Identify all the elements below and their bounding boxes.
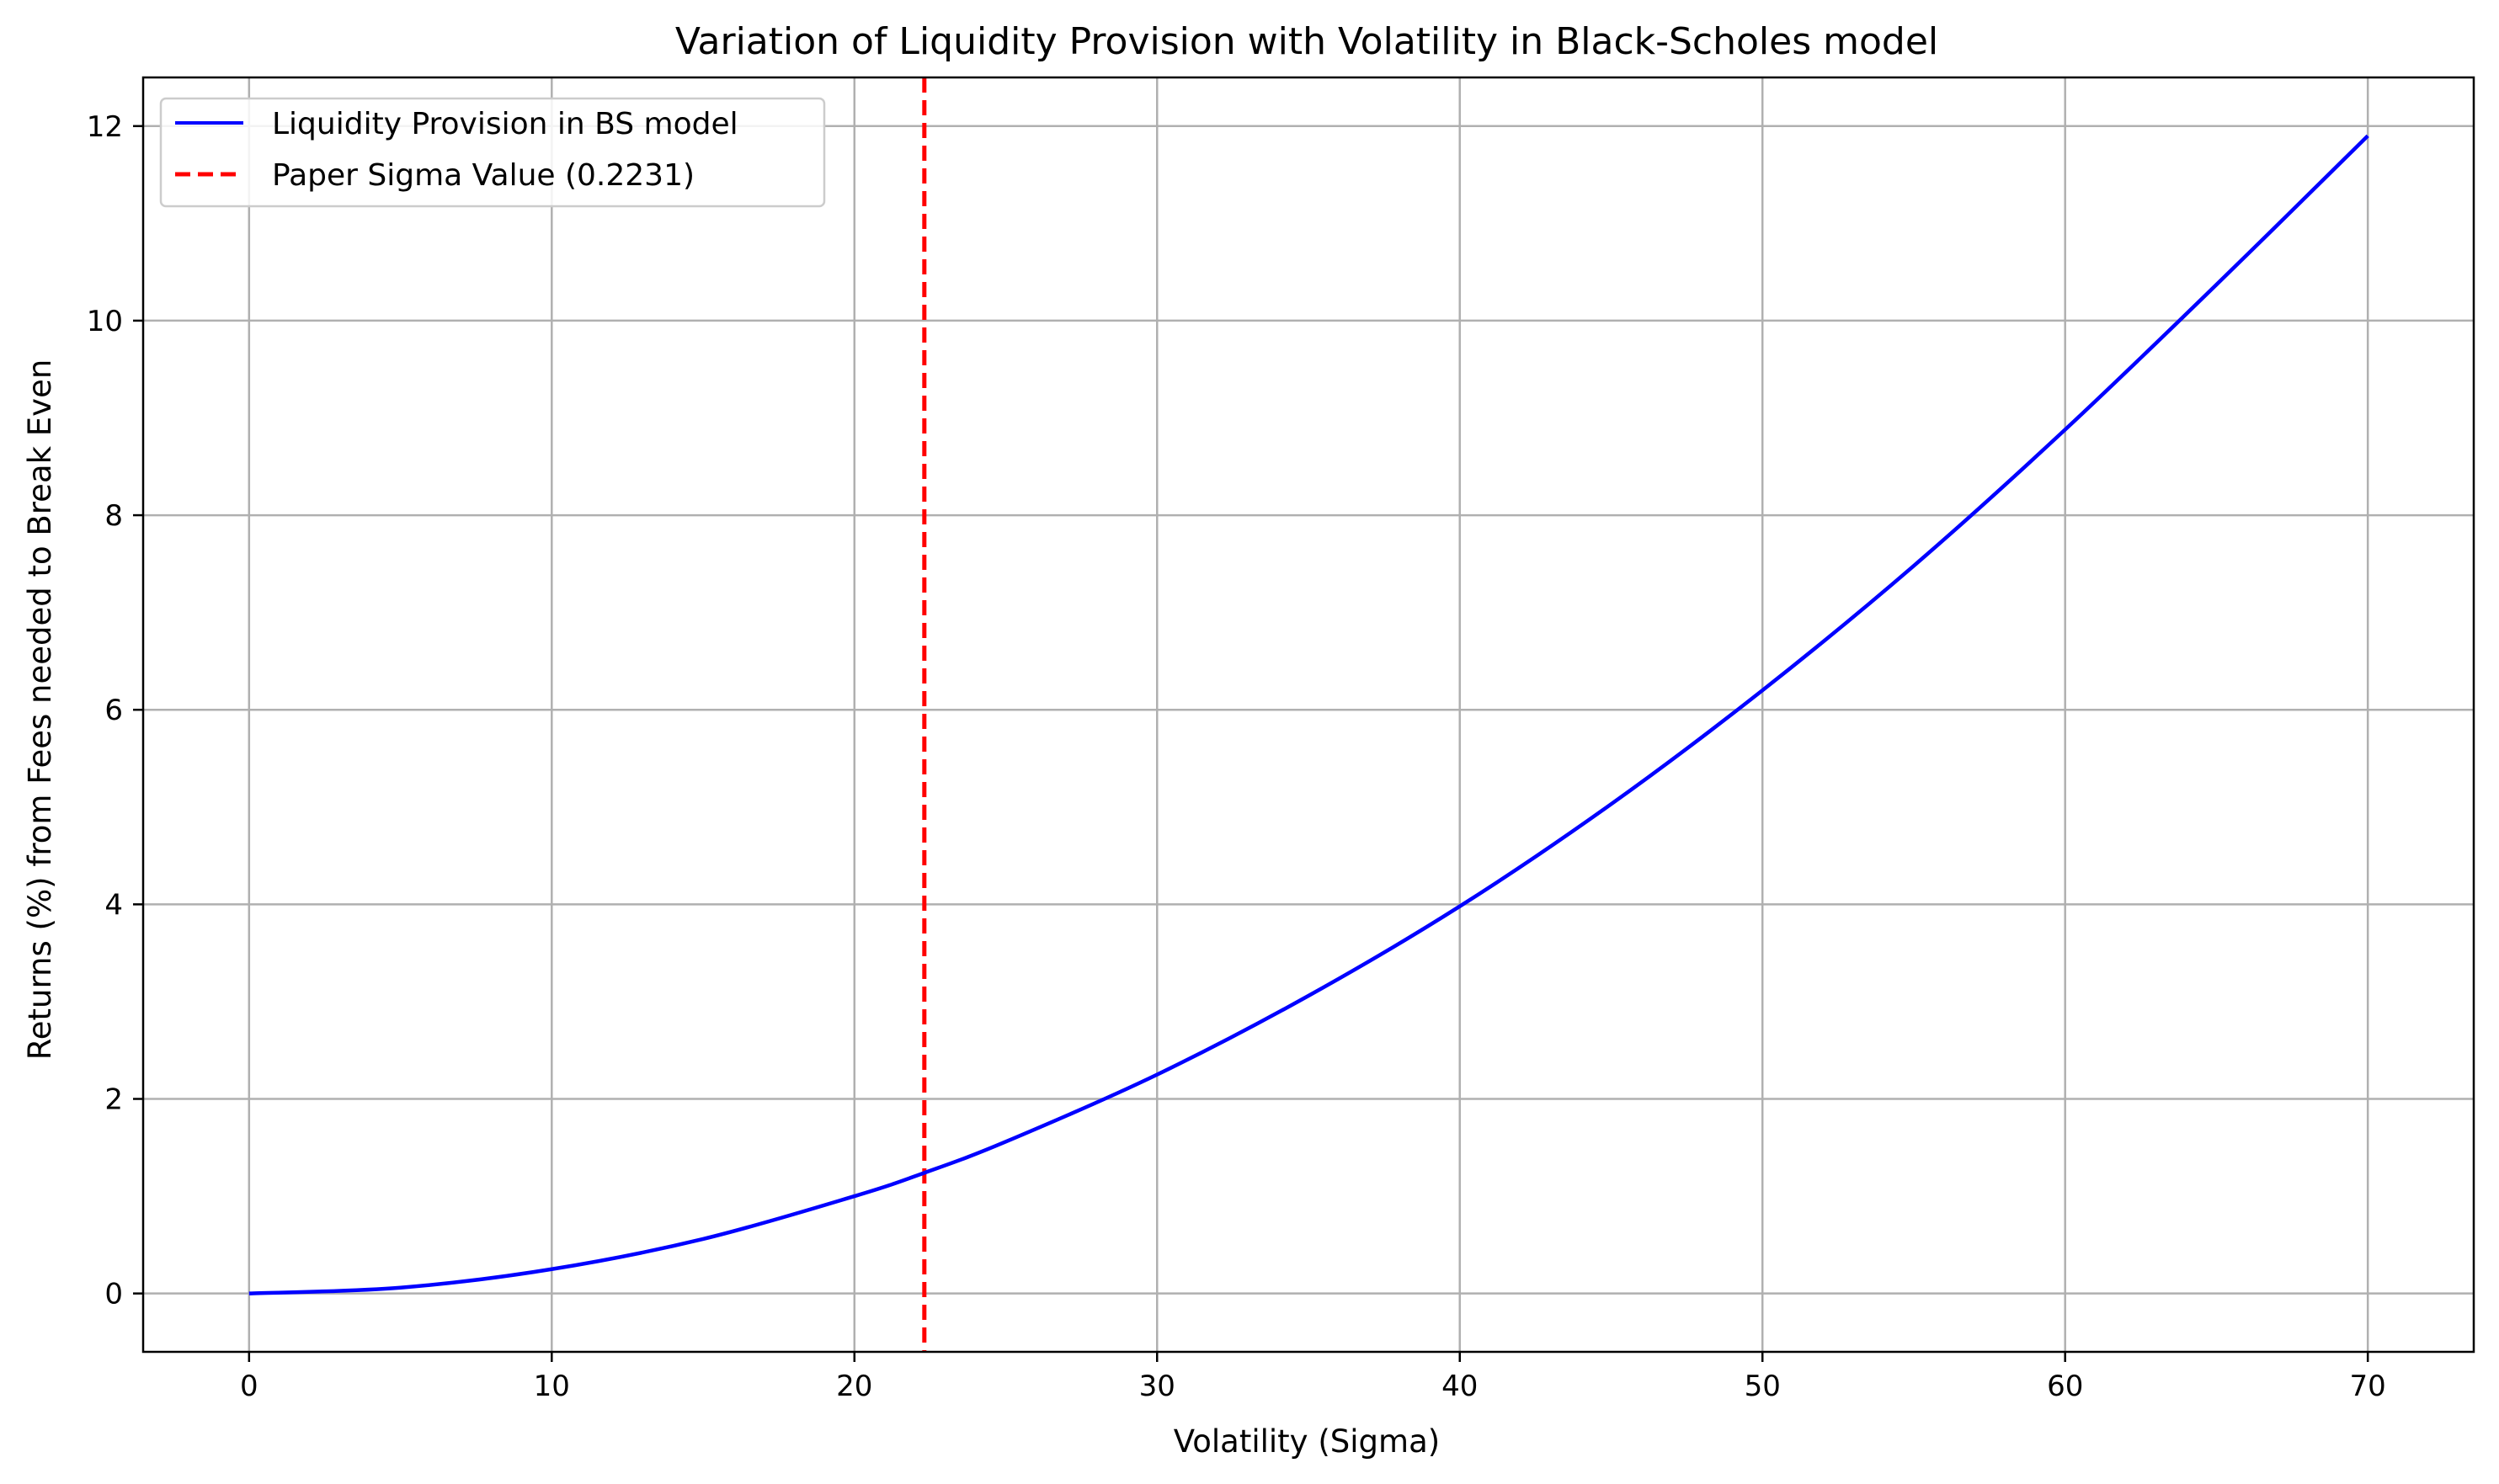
series-lines — [248, 134, 2369, 1295]
y-tick-label: 12 — [87, 110, 123, 144]
x-tick-label: 70 — [2350, 1370, 2386, 1403]
y-tick-label: 2 — [104, 1083, 123, 1117]
series-line-liquidity-provision — [248, 134, 2369, 1295]
x-tick-label: 30 — [1139, 1370, 1175, 1403]
x-axis-ticks: 0 10 20 30 40 50 60 70 — [240, 1352, 2386, 1403]
y-axis-label: Returns (%) from Fees needed to Break Ev… — [22, 359, 58, 1061]
legend: Liquidity Provision in BS model Paper Si… — [159, 97, 826, 208]
y-tick-label: 0 — [104, 1278, 123, 1311]
x-tick-label: 40 — [1441, 1370, 1478, 1403]
chart-title: Variation of Liquidity Provision with Vo… — [675, 20, 1938, 63]
x-axis-label: Volatility (Sigma) — [1174, 1423, 1440, 1460]
y-tick-label: 8 — [104, 499, 123, 533]
y-tick-label: 10 — [87, 305, 123, 338]
y-tick-label: 6 — [104, 694, 123, 727]
x-tick-label: 10 — [534, 1370, 570, 1403]
legend-label-series: Liquidity Provision in BS model — [272, 107, 738, 141]
legend-label-reference: Paper Sigma Value (0.2231) — [272, 158, 695, 193]
legend-box — [159, 97, 826, 208]
y-tick-label: 4 — [104, 888, 123, 922]
y-axis-ticks: 0 2 4 6 8 10 12 — [87, 110, 143, 1311]
grid — [143, 77, 2474, 1352]
x-tick-label: 20 — [836, 1370, 872, 1403]
plot-frame — [141, 76, 2475, 1354]
x-tick-label: 60 — [2047, 1370, 2083, 1403]
x-tick-label: 0 — [240, 1370, 258, 1403]
x-tick-label: 50 — [1745, 1370, 1781, 1403]
